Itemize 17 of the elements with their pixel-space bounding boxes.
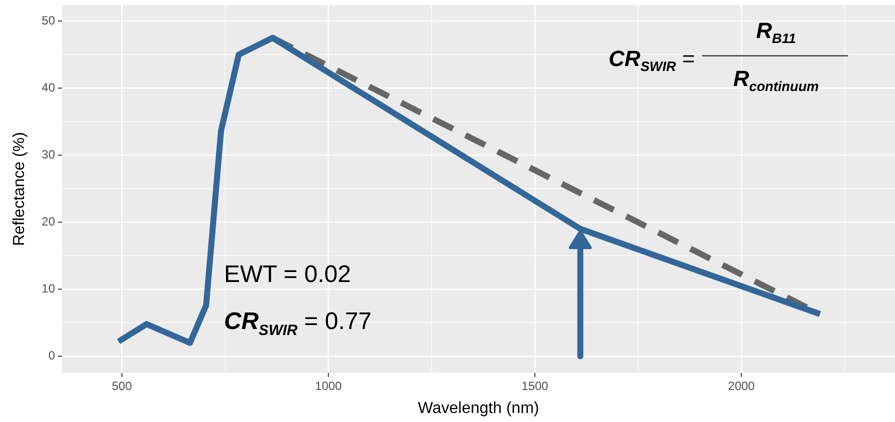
x-tick-label: 500 xyxy=(112,379,132,393)
y-tick-label: 40 xyxy=(42,80,56,94)
y-tick-label: 10 xyxy=(42,281,56,296)
x-tick-label: 2000 xyxy=(728,379,756,393)
y-tick-label: 0 xyxy=(48,348,56,362)
annotation: CR$_{SWIR}$ = xyxy=(608,46,695,74)
y-axis-title: Reflectance (%) xyxy=(11,132,28,246)
annotation: EWT = 0.02 xyxy=(224,261,351,288)
x-tick-label: 1000 xyxy=(315,379,342,393)
annotation: CR$_{SWIR}$ = 0.77 xyxy=(224,308,372,339)
x-tick-label: 1500 xyxy=(522,379,549,393)
x-axis-title: Wavelength (nm) xyxy=(418,400,540,417)
y-tick-label: 20 xyxy=(42,214,56,228)
y-tick-label: 30 xyxy=(42,147,56,162)
annotation: R$_{continuum}$ xyxy=(733,66,819,94)
annotation: R$_{B11}$ xyxy=(756,18,796,46)
y-tick-label: 50 xyxy=(42,13,56,28)
